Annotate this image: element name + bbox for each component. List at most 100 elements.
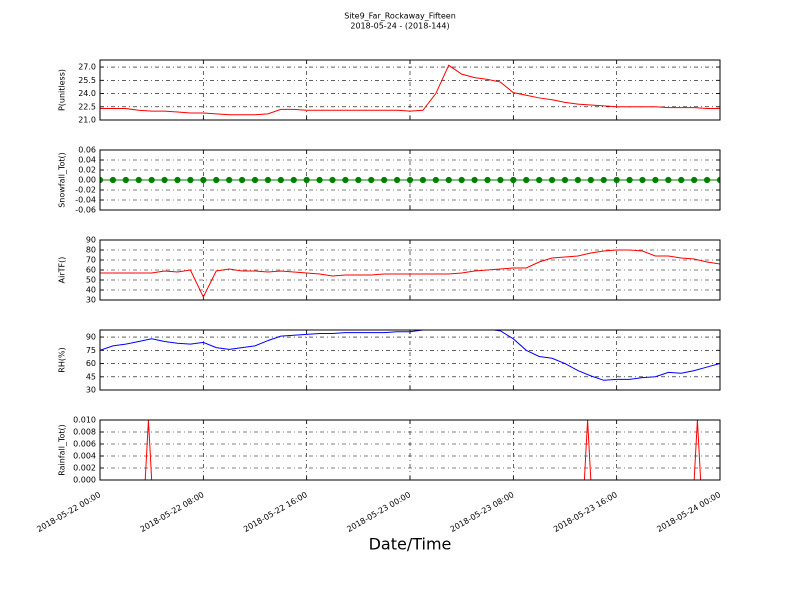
x-tick-label: 2018-05-23 00:00 xyxy=(345,490,412,534)
y-tick-label: 0.06 xyxy=(78,146,96,155)
plot-frame xyxy=(99,329,721,391)
data-point xyxy=(290,176,297,184)
data-point xyxy=(639,176,646,184)
data-point xyxy=(626,176,633,184)
data-point xyxy=(342,176,349,184)
data-point xyxy=(497,176,504,184)
data-point xyxy=(135,176,142,184)
y-tick-label: 0.02 xyxy=(78,166,96,175)
data-point xyxy=(471,176,478,184)
chart-title: Site9_Far_Rockaway_Fifteen xyxy=(344,12,456,21)
data-point xyxy=(419,176,427,184)
data-line xyxy=(100,330,720,381)
data-point xyxy=(200,176,207,184)
x-axis-label: Date/Time xyxy=(369,535,452,554)
data-point xyxy=(600,176,607,184)
data-point xyxy=(652,176,659,184)
y-tick-label: 0.010 xyxy=(73,416,96,425)
data-point xyxy=(355,176,362,184)
plot-area xyxy=(100,64,720,116)
data-point xyxy=(445,176,452,184)
y-tick-label: 90 xyxy=(86,236,96,245)
y-tick-label: 30 xyxy=(86,296,96,305)
plot-area xyxy=(100,420,720,480)
panel: -0.06-0.04-0.020.000.020.040.06 Snowfall_… xyxy=(58,146,721,215)
y-tick-label: 90 xyxy=(86,333,96,342)
y-tick-label: 0.008 xyxy=(73,428,96,437)
data-line xyxy=(100,249,720,299)
plot-area xyxy=(100,249,720,299)
panel: 21.0 22.5 24.0 25.5 27.0 P(unitless) xyxy=(58,59,721,125)
y-axis-label: Rainfall_Tot() xyxy=(58,424,67,476)
y-axis-label: Snowfall_Tot() xyxy=(58,152,67,208)
data-point xyxy=(368,176,375,184)
y-tick-label: 60 xyxy=(86,266,96,275)
y-tick-label: -0.04 xyxy=(75,196,96,205)
data-point xyxy=(122,176,129,184)
y-tick-label: 75 xyxy=(86,346,96,355)
y-tick-label: 45 xyxy=(86,372,96,381)
y-axis-label: P(unitless) xyxy=(58,69,67,111)
data-point xyxy=(665,176,672,184)
data-point xyxy=(238,176,246,184)
data-point xyxy=(264,176,272,184)
y-axis-label: AirTF() xyxy=(58,257,67,284)
data-point xyxy=(213,176,220,184)
panel: 30 45 60 75 90 RH(%) xyxy=(58,329,721,395)
data-line xyxy=(100,420,720,480)
data-point xyxy=(561,176,569,184)
plot-frame xyxy=(99,59,721,121)
data-line xyxy=(100,64,720,116)
y-tick-label: -0.02 xyxy=(75,186,96,195)
x-tick-label: 2018-05-24 00:00 xyxy=(655,490,722,534)
data-point xyxy=(691,176,698,184)
y-tick-label: 0.006 xyxy=(73,440,96,449)
data-point xyxy=(277,176,284,184)
y-tick-label: 0.000 xyxy=(73,476,96,485)
y-tick-label: 30 xyxy=(86,386,96,395)
plot-frame xyxy=(99,149,721,211)
y-tick-label: 25.5 xyxy=(78,76,96,85)
chart-subtitle: 2018-05-24 - (2018-144) xyxy=(350,22,449,31)
y-axis-label: RH(%) xyxy=(58,347,67,372)
data-point xyxy=(458,176,465,184)
y-tick-label: 22.5 xyxy=(78,102,96,111)
data-point xyxy=(187,176,194,184)
data-point xyxy=(587,176,594,184)
y-tick-label: 40 xyxy=(86,286,96,295)
data-point xyxy=(251,176,259,184)
data-point xyxy=(484,176,491,184)
x-tick-label: 2018-05-22 16:00 xyxy=(242,490,309,534)
data-point xyxy=(703,176,711,184)
panel: 0.000 0.002 0.004 0.006 0.008 0.010 2018-05-22… xyxy=(35,416,722,534)
y-tick-label: 0.002 xyxy=(73,464,96,473)
y-tick-label: 60 xyxy=(86,359,96,368)
data-point xyxy=(109,176,117,184)
data-point xyxy=(226,176,233,184)
data-point xyxy=(716,176,720,184)
data-point xyxy=(316,176,323,184)
plot-frame xyxy=(99,239,721,301)
data-point xyxy=(432,176,439,184)
data-point xyxy=(406,176,414,184)
data-point xyxy=(329,176,336,184)
y-tick-label: 80 xyxy=(86,246,96,255)
data-point xyxy=(678,176,685,184)
plot-frame xyxy=(99,419,721,481)
data-point xyxy=(161,176,168,184)
y-tick-label: 0.004 xyxy=(73,452,96,461)
y-tick-label: 0.00 xyxy=(78,176,96,185)
data-point xyxy=(174,176,181,184)
y-tick-label: -0.06 xyxy=(75,206,96,215)
data-point xyxy=(536,176,543,184)
data-point xyxy=(510,176,517,184)
x-tick-label: 2018-05-23 16:00 xyxy=(552,490,619,534)
data-point xyxy=(148,176,155,184)
y-tick-label: 27.0 xyxy=(78,63,96,72)
x-tick-label: 2018-05-23 08:00 xyxy=(449,490,516,534)
data-point xyxy=(574,176,582,184)
data-point xyxy=(613,176,620,184)
y-tick-label: 70 xyxy=(86,256,96,265)
